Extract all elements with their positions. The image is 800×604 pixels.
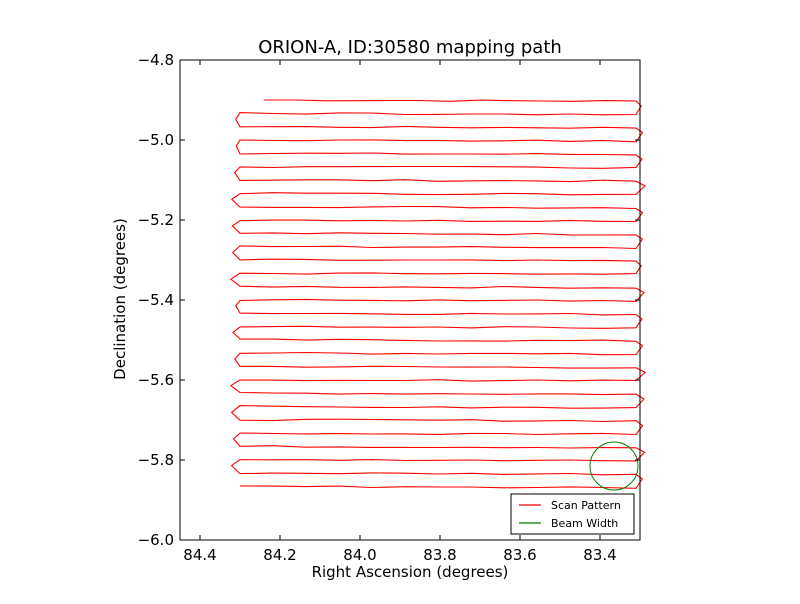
y-tick-label: −5.6 bbox=[138, 371, 174, 389]
y-axis-label: Declination (degrees) bbox=[111, 218, 129, 380]
x-axis-label: Right Ascension (degrees) bbox=[312, 563, 509, 581]
beam-width-circle bbox=[589, 441, 639, 491]
y-tick-label: −6.0 bbox=[138, 531, 174, 549]
x-tick-label: 83.4 bbox=[583, 546, 616, 564]
x-tick-label: 84.2 bbox=[263, 546, 296, 564]
legend-label: Beam Width bbox=[551, 517, 618, 530]
y-tick-label: −5.8 bbox=[138, 451, 174, 469]
x-tick-label: 84.0 bbox=[343, 546, 376, 564]
y-tick-label: −5.0 bbox=[138, 131, 174, 149]
plot-area: 84.4 84.2 84.0 83.8 83.6 83.4 −4.8 −5.0 −5.2 −5.4… bbox=[138, 51, 647, 564]
y-tick-label: −4.8 bbox=[138, 51, 174, 69]
y-tick-label: −5.2 bbox=[138, 211, 174, 229]
legend-label: Scan Pattern bbox=[551, 499, 621, 512]
x-tick-label: 83.6 bbox=[503, 546, 536, 564]
x-tick-label: 83.8 bbox=[423, 546, 456, 564]
scan-pattern-line bbox=[229, 99, 647, 489]
legend-box bbox=[510, 493, 635, 535]
chart-title: ORION-A, ID:30580 mapping path bbox=[258, 37, 562, 58]
x-tick-label: 84.4 bbox=[183, 546, 216, 564]
y-tick-label: −5.4 bbox=[138, 291, 174, 309]
